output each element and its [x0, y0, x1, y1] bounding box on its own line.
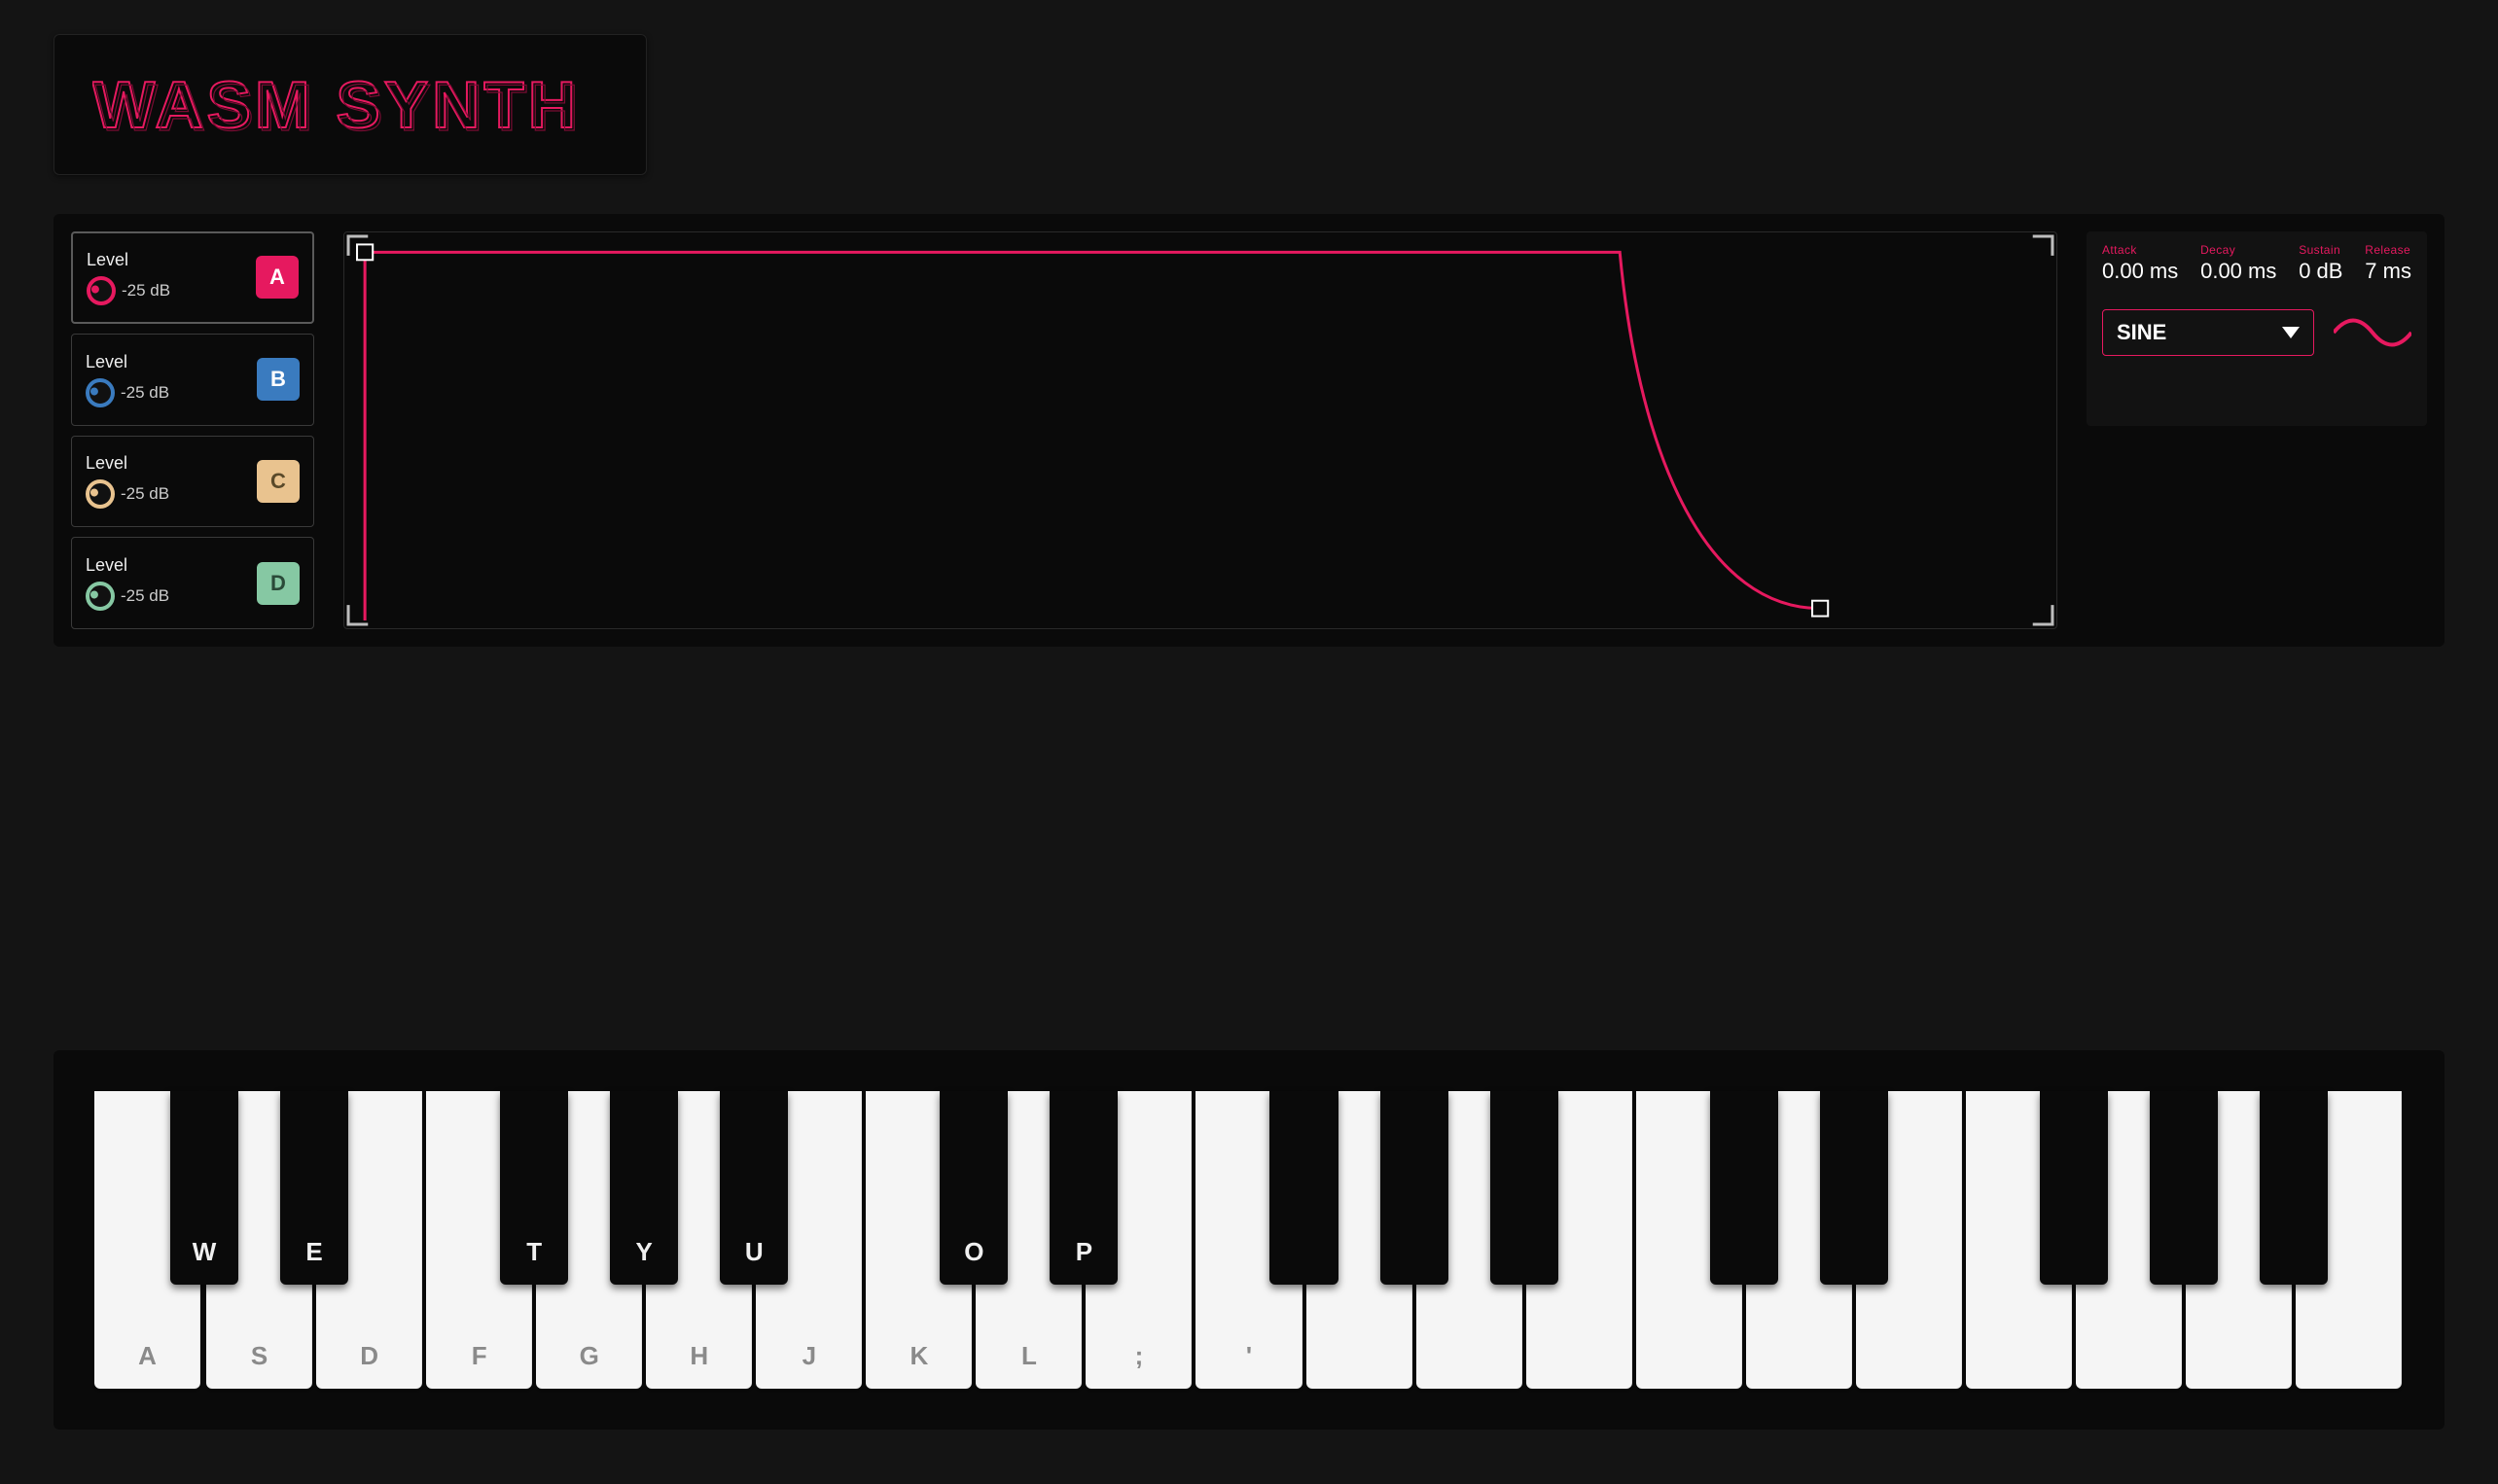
black-key[interactable]	[2150, 1091, 2218, 1285]
wave-select-value: SINE	[2117, 320, 2166, 345]
white-key-label: D	[360, 1341, 378, 1371]
black-key[interactable]: E	[280, 1091, 348, 1285]
envelope-handle[interactable]	[357, 244, 373, 260]
chevron-down-icon	[2282, 327, 2300, 338]
white-key-label: '	[1246, 1341, 1252, 1371]
envelope-editor[interactable]	[343, 231, 2057, 629]
black-key[interactable]	[1820, 1091, 1888, 1285]
corner-bracket	[2033, 605, 2052, 624]
black-key[interactable]: W	[170, 1091, 238, 1285]
wave-preview-icon	[2334, 313, 2411, 352]
track-letter-badge: B	[257, 358, 300, 401]
white-key-label: ;	[1135, 1341, 1144, 1371]
white-key-label: F	[472, 1341, 487, 1371]
wave-panel: Attack 0.00 ms Decay 0.00 ms Sustain 0 d…	[2087, 231, 2427, 426]
wave-row: SINE	[2102, 309, 2411, 356]
level-knob[interactable]	[87, 276, 116, 305]
white-key-label: G	[580, 1341, 599, 1371]
track-left: Level -25 dB	[86, 352, 169, 407]
keyboard-panel: A S D F G H J K L; ' W E T Y U O P	[54, 1050, 2444, 1430]
track-db-value: -25 dB	[122, 281, 170, 300]
black-key[interactable]: O	[940, 1091, 1008, 1285]
adsr-release-value: 7 ms	[2365, 259, 2411, 284]
white-key-label: K	[910, 1341, 928, 1371]
adsr-sustain-value: 0 dB	[2299, 259, 2342, 284]
logo-wordmark: WASM SYNTH WASM SYNTH	[92, 61, 618, 149]
track-letter-badge: C	[257, 460, 300, 503]
adsr-sustain-label: Sustain	[2299, 243, 2342, 257]
envelope-curve	[365, 252, 1820, 620]
track-c[interactable]: Level -25 dB C	[71, 436, 314, 528]
adsr-attack-label: Attack	[2102, 243, 2178, 257]
black-key-label: T	[526, 1237, 542, 1267]
track-list: Level -25 dB A Level -25 dB B Level -25 …	[71, 231, 314, 629]
black-key[interactable]	[1269, 1091, 1338, 1285]
white-key-label: S	[251, 1341, 268, 1371]
adsr-sustain: Sustain 0 dB	[2299, 243, 2342, 284]
adsr-decay-label: Decay	[2200, 243, 2276, 257]
wave-select[interactable]: SINE	[2102, 309, 2314, 356]
track-knob-row: -25 dB	[87, 276, 170, 305]
black-key-label: Y	[636, 1237, 653, 1267]
track-level-label: Level	[86, 352, 169, 372]
black-key-label: P	[1076, 1237, 1092, 1267]
black-key[interactable]	[2260, 1091, 2328, 1285]
track-knob-row: -25 dB	[86, 378, 169, 407]
level-knob[interactable]	[86, 378, 115, 407]
logo-text-shadow: WASM SYNTH	[95, 71, 583, 145]
adsr-attack-value: 0.00 ms	[2102, 259, 2178, 284]
white-key-label: H	[690, 1341, 708, 1371]
track-a[interactable]: Level -25 dB A	[71, 231, 314, 324]
track-left: Level -25 dB	[86, 555, 169, 611]
level-knob[interactable]	[86, 479, 115, 509]
control-panel: Level -25 dB A Level -25 dB B Level -25 …	[54, 214, 2444, 647]
adsr-attack: Attack 0.00 ms	[2102, 243, 2178, 284]
black-key[interactable]	[1490, 1091, 1558, 1285]
corner-bracket	[2033, 236, 2052, 256]
track-left: Level -25 dB	[86, 453, 169, 509]
envelope-canvas[interactable]	[344, 232, 2056, 628]
adsr-decay-value: 0.00 ms	[2200, 259, 2276, 284]
adsr-release-label: Release	[2365, 243, 2411, 257]
black-key[interactable]: P	[1050, 1091, 1118, 1285]
track-db-value: -25 dB	[121, 586, 169, 606]
black-key-label: W	[193, 1237, 217, 1267]
track-knob-row: -25 dB	[86, 479, 169, 509]
track-letter-badge: A	[256, 256, 299, 299]
white-key-label: J	[803, 1341, 816, 1371]
track-letter-badge: D	[257, 562, 300, 605]
track-level-label: Level	[86, 453, 169, 474]
black-key[interactable]	[1380, 1091, 1448, 1285]
black-key-label: U	[745, 1237, 764, 1267]
track-db-value: -25 dB	[121, 484, 169, 504]
black-key-label: O	[964, 1237, 983, 1267]
black-key[interactable]: U	[720, 1091, 788, 1285]
white-key-label: A	[138, 1341, 157, 1371]
track-left: Level -25 dB	[87, 250, 170, 305]
track-db-value: -25 dB	[121, 383, 169, 403]
black-key[interactable]	[2040, 1091, 2108, 1285]
black-key[interactable]	[1710, 1091, 1778, 1285]
track-b[interactable]: Level -25 dB B	[71, 334, 314, 426]
track-d[interactable]: Level -25 dB D	[71, 537, 314, 629]
track-level-label: Level	[87, 250, 170, 270]
logo-panel: WASM SYNTH WASM SYNTH	[54, 34, 647, 175]
envelope-handle[interactable]	[1812, 601, 1828, 617]
adsr-release: Release 7 ms	[2365, 243, 2411, 284]
black-key-label: E	[305, 1237, 322, 1267]
track-knob-row: -25 dB	[86, 582, 169, 611]
level-knob[interactable]	[86, 582, 115, 611]
black-key[interactable]: Y	[610, 1091, 678, 1285]
white-key-label: L	[1021, 1341, 1037, 1371]
adsr-decay: Decay 0.00 ms	[2200, 243, 2276, 284]
black-key[interactable]: T	[500, 1091, 568, 1285]
track-level-label: Level	[86, 555, 169, 576]
keyboard[interactable]: A S D F G H J K L; ' W E T Y U O P	[94, 1091, 2404, 1389]
adsr-row: Attack 0.00 ms Decay 0.00 ms Sustain 0 d…	[2102, 243, 2411, 284]
